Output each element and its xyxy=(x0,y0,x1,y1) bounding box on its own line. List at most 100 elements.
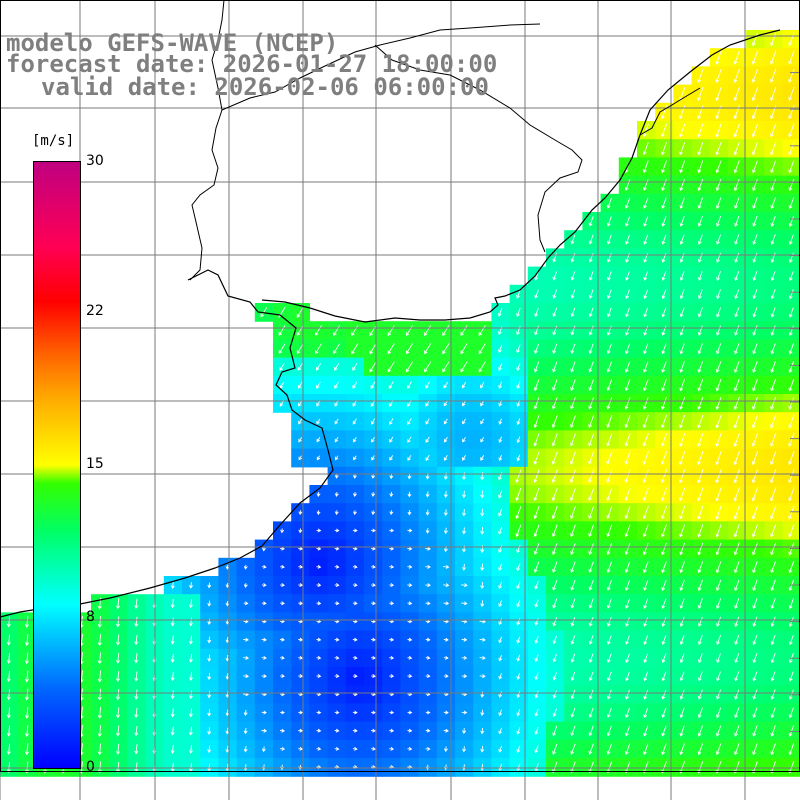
wind-arrow xyxy=(661,361,667,373)
wind-arrow xyxy=(371,528,376,533)
wind-arrow xyxy=(443,746,448,753)
wind-arrow xyxy=(734,252,740,263)
wind-arrow xyxy=(551,415,558,428)
wind-arrow xyxy=(734,725,740,737)
wind-arrow xyxy=(751,396,758,410)
wind-arrow xyxy=(389,637,395,642)
wind-arrow xyxy=(498,436,503,444)
wind-arrow xyxy=(570,271,576,281)
wind-arrow xyxy=(752,598,758,610)
wind-arrow xyxy=(388,381,394,389)
wind-arrow xyxy=(588,653,594,663)
wind-arrow xyxy=(733,160,740,174)
wind-arrow xyxy=(516,344,521,354)
wind-arrow xyxy=(679,542,686,556)
wind-arrow xyxy=(371,710,376,715)
wind-arrow xyxy=(588,487,595,502)
wind-arrow xyxy=(316,710,322,715)
wind-arrow xyxy=(697,635,703,645)
wind-arrow xyxy=(6,689,11,701)
wind-arrow xyxy=(462,455,466,461)
wind-arrow xyxy=(716,653,721,664)
wind-arrow xyxy=(697,68,704,83)
wind-arrow xyxy=(679,142,686,156)
wind-arrow xyxy=(643,653,649,663)
wind-arrow xyxy=(425,728,431,733)
wind-arrow xyxy=(716,671,721,682)
wind-arrow xyxy=(443,637,449,642)
wind-arrow xyxy=(24,634,29,647)
wind-arrow xyxy=(352,564,358,569)
wind-arrow xyxy=(316,674,322,679)
wind-arrow xyxy=(752,197,758,210)
wind-arrow xyxy=(752,616,758,628)
wind-arrow xyxy=(661,579,667,591)
wind-arrow xyxy=(734,307,740,318)
wind-arrow xyxy=(279,746,286,751)
wind-arrow xyxy=(188,653,193,663)
wind-arrow xyxy=(352,363,358,371)
wind-arrow xyxy=(716,598,722,609)
wind-arrow xyxy=(352,583,358,588)
wind-arrow xyxy=(752,215,758,228)
wind-arrow xyxy=(660,123,668,138)
wind-arrow xyxy=(624,505,631,520)
wind-arrow xyxy=(733,414,740,429)
wind-arrow xyxy=(643,234,649,245)
wind-arrow xyxy=(625,234,631,245)
wind-arrow xyxy=(661,616,667,627)
wind-arrow xyxy=(116,652,120,664)
wind-arrow xyxy=(116,670,120,683)
wind-arrow xyxy=(606,561,613,573)
wind-arrow xyxy=(661,325,667,336)
wind-arrow xyxy=(407,509,412,516)
wind-arrow xyxy=(170,599,175,609)
wind-arrow xyxy=(734,707,740,719)
wind-arrow xyxy=(624,487,631,502)
wind-arrow xyxy=(407,583,413,588)
wind-arrow xyxy=(715,487,722,502)
wind-arrow xyxy=(770,505,777,520)
wind-arrow xyxy=(207,672,212,681)
wind-arrow xyxy=(280,601,285,606)
wind-arrow xyxy=(533,361,540,373)
wind-arrow xyxy=(643,307,649,318)
wind-arrow xyxy=(697,197,704,209)
wind-arrow xyxy=(462,728,467,735)
wind-arrow xyxy=(770,598,776,610)
wind-arrow xyxy=(552,379,558,391)
wind-arrow xyxy=(116,616,120,628)
wind-arrow xyxy=(533,415,540,429)
wind-arrow xyxy=(679,361,685,373)
wind-arrow xyxy=(498,727,503,735)
wind-arrow xyxy=(569,433,576,447)
wind-arrow xyxy=(588,671,594,682)
wind-arrow xyxy=(480,436,485,443)
wind-arrow xyxy=(261,637,267,642)
wind-arrow xyxy=(551,487,558,502)
wind-arrow xyxy=(661,561,667,574)
wind-arrow xyxy=(661,160,667,174)
wind-arrow xyxy=(116,598,120,610)
wind-arrow xyxy=(570,743,576,755)
wind-arrow xyxy=(752,252,758,263)
wind-arrow xyxy=(552,725,558,737)
wind-arrow xyxy=(606,542,613,556)
wind-arrow xyxy=(660,505,668,520)
wind-arrow xyxy=(333,325,341,336)
wind-arrow xyxy=(334,418,339,425)
wind-arrow xyxy=(552,617,558,627)
wind-arrow xyxy=(661,289,667,300)
wind-arrow xyxy=(534,763,539,772)
wind-arrow xyxy=(443,583,450,588)
wind-arrow xyxy=(588,561,594,573)
wind-arrow xyxy=(352,710,358,715)
wind-arrow xyxy=(733,505,740,520)
wind-arrow xyxy=(316,728,322,733)
wind-arrow xyxy=(752,361,758,373)
wind-arrow xyxy=(478,325,486,337)
wind-arrow xyxy=(6,725,11,737)
wind-arrow xyxy=(551,397,558,410)
wind-arrow xyxy=(607,653,612,663)
wind-arrow xyxy=(679,561,685,574)
